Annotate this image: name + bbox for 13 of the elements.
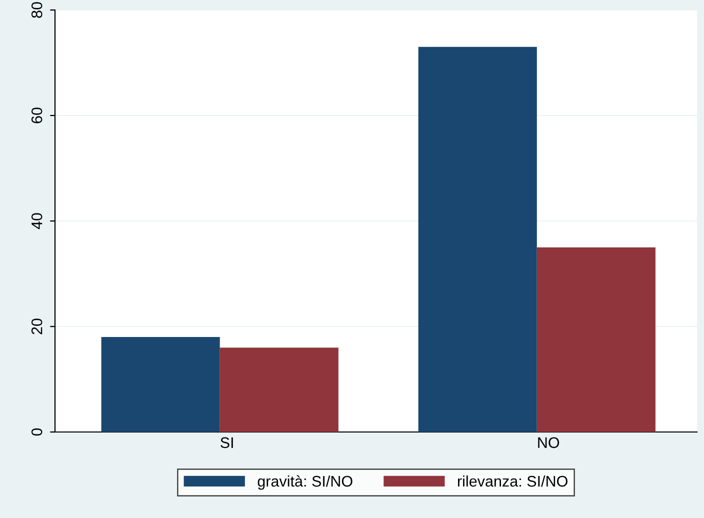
y-tick-label: 80 — [31, 2, 42, 18]
y-tick-label: 60 — [31, 108, 42, 124]
x-tick-label: SI — [220, 437, 233, 448]
y-tick-label: 40 — [31, 213, 42, 230]
x-tick-label: NO — [538, 437, 560, 448]
bar — [418, 46, 537, 432]
legend-label: rilevanza: SI/NO — [458, 475, 568, 487]
y-tick-label: 0 — [31, 428, 42, 436]
y-tick-label: 20 — [31, 318, 42, 334]
bar — [101, 337, 220, 432]
bar — [220, 348, 338, 432]
bar — [536, 247, 656, 432]
legend-label: gravità: SI/NO — [258, 475, 352, 490]
